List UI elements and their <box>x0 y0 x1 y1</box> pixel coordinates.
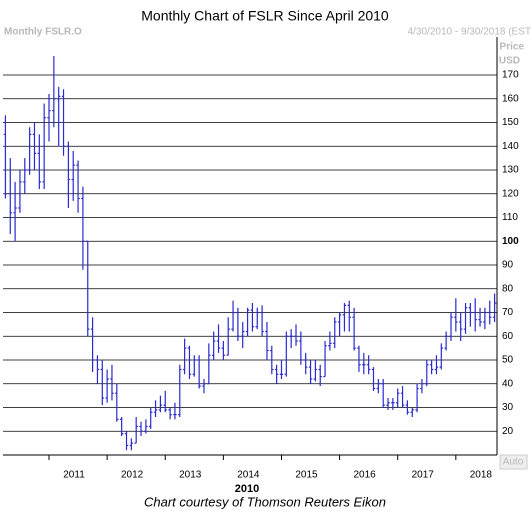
x-tick-label: 2018 <box>470 470 493 481</box>
y-tick-label: 50 <box>502 355 514 366</box>
y-tick-label: 20 <box>502 426 514 437</box>
instrument: Monthly FSLR.O <box>4 27 82 38</box>
y-tick-label: 90 <box>502 260 514 271</box>
x-tick-label: 2014 <box>237 470 260 481</box>
y-tick-label: 40 <box>502 378 514 389</box>
y-tick-label: 160 <box>502 93 519 104</box>
x-axis-label: 2010 <box>235 483 259 495</box>
y-tick-label: 120 <box>502 188 519 199</box>
y-tick-label: 30 <box>502 402 514 413</box>
x-tick-label: 2011 <box>63 470 85 481</box>
x-tick-label: 2015 <box>295 470 318 481</box>
y-tick-label: 100 <box>502 236 519 247</box>
scale-mode[interactable]: Auto <box>503 457 524 468</box>
y-axis-label: USD <box>499 56 520 67</box>
y-tick-label: 110 <box>502 212 518 223</box>
chart-title: Monthly Chart of FSLR Since April 2010 <box>141 8 389 24</box>
caption: Chart courtesy of Thomson Reuters Eikon <box>144 494 386 509</box>
y-axis-label: Price <box>500 42 525 53</box>
date-range: 4/30/2010 - 9/30/2018 (EST <box>408 27 531 38</box>
y-tick-label: 150 <box>502 117 519 128</box>
y-tick-label: 140 <box>502 141 519 152</box>
x-tick-label: 2012 <box>121 470 144 481</box>
x-tick-label: 2013 <box>179 470 202 481</box>
x-tick-label: 2016 <box>353 470 376 481</box>
y-tick-label: 170 <box>502 70 519 81</box>
y-tick-label: 130 <box>502 165 519 176</box>
scale-button[interactable] <box>499 454 528 470</box>
x-tick-label: 2017 <box>412 470 435 481</box>
y-tick-label: 60 <box>502 331 514 342</box>
y-tick-label: 70 <box>502 307 514 318</box>
y-tick-label: 80 <box>502 283 514 294</box>
